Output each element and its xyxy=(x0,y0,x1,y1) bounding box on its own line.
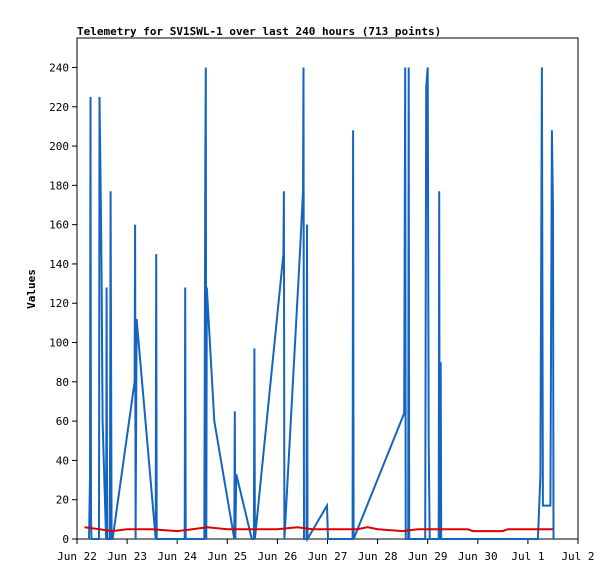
y-axis-ticks: 0 20 40 60 80 100 120 140 160 180 200 220 240 xyxy=(49,61,77,546)
x-tick-label-9: Jul 1 xyxy=(511,550,544,563)
x-axis-ticks: Jun 22 Jun 23 Jun 24 Jun 25 Jun 26 Jun 27 Jun … xyxy=(57,539,595,563)
x-tick-label-2: Jun 24 xyxy=(157,550,197,563)
y-tick-label-0: 0 xyxy=(62,533,69,546)
x-tick-label-8: Jun 30 xyxy=(458,550,498,563)
x-tick-label-4: Jun 26 xyxy=(258,550,298,563)
series-line-0 xyxy=(88,67,555,543)
x-tick-label-0: Jun 22 xyxy=(57,550,97,563)
y-tick-label-120: 120 xyxy=(49,297,69,310)
series-line-1 xyxy=(84,526,553,533)
x-tick-label-7: Jun 29 xyxy=(408,550,448,563)
y-tick-label-20: 20 xyxy=(56,494,69,507)
y-tick-label-80: 80 xyxy=(56,376,69,389)
y-tick-label-220: 220 xyxy=(49,101,69,114)
x-tick-label-1: Jun 23 xyxy=(107,550,147,563)
y-tick-label-40: 40 xyxy=(56,454,69,467)
x-tick-label-5: Jun 27 xyxy=(308,550,348,563)
x-tick-label-10: Jul 2 xyxy=(561,550,594,563)
x-tick-label-6: Jun 28 xyxy=(358,550,398,563)
y-tick-label-200: 200 xyxy=(49,140,69,153)
y-axis-label: Values xyxy=(25,269,38,309)
x-tick-label-3: Jun 25 xyxy=(207,550,247,563)
plot-frame xyxy=(76,37,579,540)
chart-title: Telemetry for SV1SWL-1 over last 240 hou… xyxy=(77,25,441,38)
y-tick-label-160: 160 xyxy=(49,219,69,232)
y-tick-label-240: 240 xyxy=(49,61,69,74)
y-tick-label-60: 60 xyxy=(56,415,69,428)
y-tick-label-180: 180 xyxy=(49,179,69,192)
y-tick-label-100: 100 xyxy=(49,337,69,350)
y-tick-label-140: 140 xyxy=(49,258,69,271)
series-layer xyxy=(84,67,555,543)
